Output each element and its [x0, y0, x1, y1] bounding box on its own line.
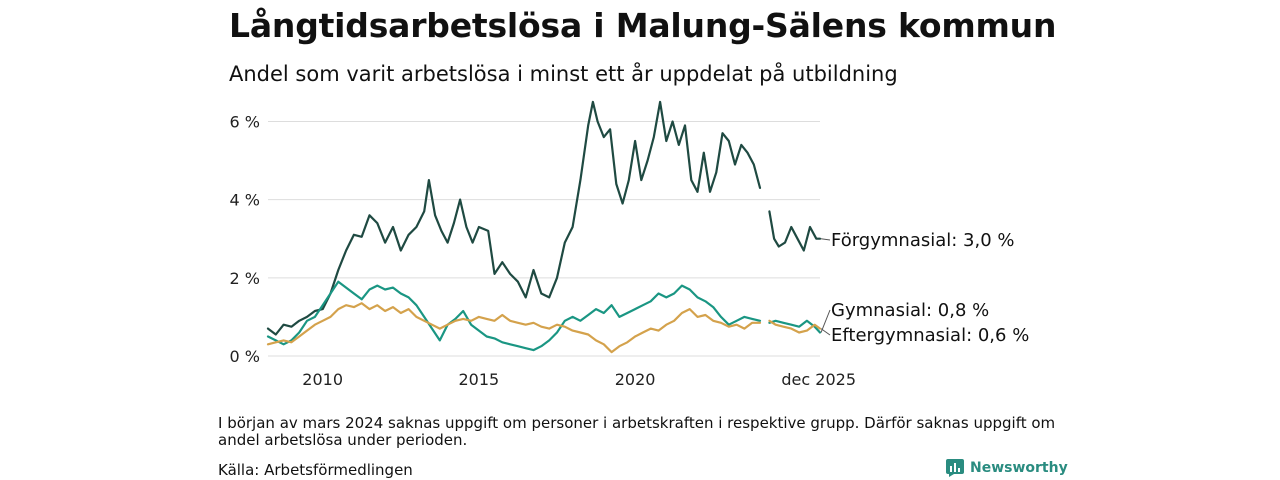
- y-tick-label: 4 %: [230, 191, 260, 210]
- series-label-gymnasial: Gymnasial: 0,8 %: [831, 300, 989, 321]
- chart-title: Långtidsarbetslösa i Malung-Sälens kommu…: [229, 6, 1057, 45]
- newsworthy-logo-icon: [946, 459, 964, 477]
- series-line-gymnasial: [266, 280, 762, 352]
- series-line-förgymnasial: [768, 210, 822, 252]
- x-tick-label: 2015: [459, 370, 500, 389]
- leader-line-förgymnasial: [820, 238, 831, 241]
- brand-logo: Newsworthy: [946, 459, 1068, 477]
- series-line-förgymnasial: [266, 100, 762, 336]
- series-label-förgymnasial: Förgymnasial: 3,0 %: [831, 230, 1015, 251]
- y-tick-label: 0 %: [230, 347, 260, 366]
- source-text: Källa: Arbetsförmedlingen: [218, 461, 413, 479]
- series-label-eftergymnasial: Eftergymnasial: 0,6 %: [831, 325, 1029, 346]
- leader-line-gymnasial: [820, 309, 831, 333]
- leader-line-eftergymnasial: [820, 328, 831, 336]
- y-tick-label: 2 %: [230, 269, 260, 288]
- footnote: I början av mars 2024 saknas uppgift om …: [218, 414, 1056, 449]
- chart-subtitle: Andel som varit arbetslösa i minst ett å…: [229, 62, 898, 86]
- x-tick-label: 2020: [615, 370, 656, 389]
- y-tick-label: 6 %: [230, 112, 260, 131]
- x-tick-label: dec 2025: [781, 370, 856, 389]
- brand-name: Newsworthy: [970, 460, 1068, 476]
- series-line-eftergymnasial: [768, 319, 822, 334]
- x-tick-label: 2010: [302, 370, 343, 389]
- series-line-eftergymnasial: [266, 302, 762, 354]
